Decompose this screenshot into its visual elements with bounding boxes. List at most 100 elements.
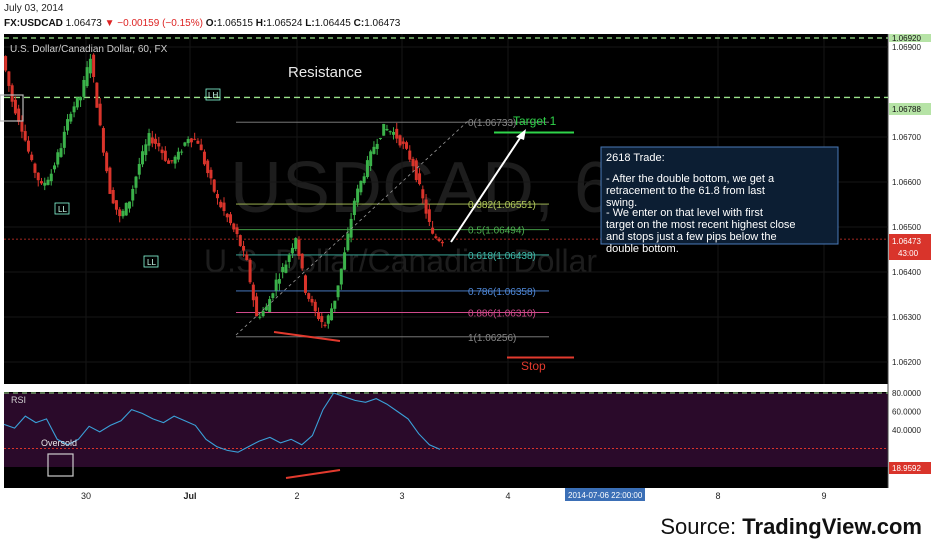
candle-body <box>343 252 347 270</box>
candle-body <box>437 238 441 242</box>
candle-body <box>317 312 321 320</box>
swing-box-ll-2 <box>143 255 159 268</box>
swing-label-ll-2: LL <box>147 258 156 267</box>
candle-body <box>349 218 353 238</box>
candle-body <box>346 233 350 251</box>
low-value: 1.06445 <box>314 18 351 29</box>
candle-body <box>157 142 161 147</box>
double-bottom-line <box>273 331 341 342</box>
fib-label-0: 0(1.06733) <box>468 118 516 129</box>
candle-body <box>242 245 246 251</box>
resistance-label: Resistance <box>288 64 362 81</box>
candle-body <box>320 316 324 323</box>
candle-body <box>215 193 219 199</box>
candle-body <box>411 158 415 167</box>
candle-body <box>418 173 422 185</box>
candle-body <box>154 138 158 144</box>
current-price-tag <box>889 234 931 260</box>
candle-body <box>391 131 395 135</box>
rsi-indicator: 80.0000 60.0000 40.0000 <box>3 389 921 453</box>
candle-body <box>323 324 327 327</box>
candle-body <box>362 176 366 183</box>
candle-body <box>229 214 233 224</box>
candle-body <box>378 137 382 139</box>
fib-label-0.886: 0.886(1.06310) <box>468 309 536 320</box>
time-axis <box>4 488 888 504</box>
candle-body <box>238 235 242 246</box>
open-label: O: <box>205 18 217 29</box>
candle-body <box>222 202 226 212</box>
candle-body <box>336 285 340 298</box>
candle-body <box>307 293 311 299</box>
close-value: 1.06473 <box>364 18 401 29</box>
note-paragraph-1: - After the double bottom, we get a retra… <box>606 173 775 209</box>
time-cursor-tag <box>565 488 645 501</box>
quote-line: FX:USDCAD 1.06473 ▼ −0.00159 (−0.15%) O:… <box>4 18 400 29</box>
candle-body <box>114 200 118 210</box>
oversold-label: Oversold <box>41 438 77 448</box>
candle-body <box>398 135 402 146</box>
candle-body <box>36 172 40 181</box>
trade-note <box>600 146 839 245</box>
rsi-line <box>3 392 441 453</box>
candle-body <box>369 151 373 167</box>
candle-body <box>4 56 8 71</box>
top-price: 1.06920 <box>892 34 921 43</box>
rsi-divergence-line <box>285 469 341 479</box>
candle-body <box>98 103 102 126</box>
rsi-band <box>4 393 888 467</box>
candle-body <box>186 139 190 144</box>
candle-body <box>356 188 360 203</box>
candle-body <box>274 279 278 291</box>
candle-body <box>20 121 24 132</box>
symbol[interactable]: FX:USDCAD <box>4 18 63 29</box>
watermark-name: U.S. Dollar/Canadian Dollar <box>204 243 597 279</box>
arrow-head-icon <box>516 129 526 140</box>
x-tick-label: Jul <box>183 491 196 501</box>
candle-body <box>150 137 154 144</box>
y-axis-labels: 1.06200 1.06300 1.06400 1.06500 1.06600 1.067… <box>892 43 921 367</box>
fib-label-0.5: 0.5(1.06494) <box>468 226 525 237</box>
rsi-value: 18.9592 <box>892 464 921 473</box>
candle-body <box>258 316 262 318</box>
candle-body <box>313 301 317 312</box>
candle-body <box>144 144 148 156</box>
candle-body <box>46 179 50 185</box>
high-label: H: <box>255 18 267 29</box>
candle-body <box>173 156 177 164</box>
swing-box-ll-1 <box>54 202 70 215</box>
candle-body <box>414 160 418 181</box>
candle-body <box>297 239 301 256</box>
candle-body <box>395 128 399 139</box>
high-value: 1.06524 <box>266 18 303 29</box>
candle-body <box>294 238 298 249</box>
candle-body <box>163 150 167 161</box>
candle-body <box>330 308 334 321</box>
candle-body <box>23 131 27 141</box>
open-value: 1.06515 <box>216 18 253 29</box>
candle-body <box>88 58 92 74</box>
y-tick-label: 1.06300 <box>892 313 921 322</box>
candle-body <box>17 108 21 122</box>
candle-body <box>245 254 249 261</box>
time-cursor: 2014-07-06 22:00:00 <box>568 491 643 500</box>
candle-body <box>382 123 386 136</box>
candle-body <box>424 199 428 214</box>
candle-body <box>300 253 304 269</box>
candle-body <box>160 149 164 154</box>
rsi-label: RSI <box>11 395 26 405</box>
candle-body <box>264 306 268 311</box>
candle-body <box>219 201 223 208</box>
candle-body <box>134 176 138 188</box>
bar-countdown: 43:00 <box>898 249 919 258</box>
x-tick-label: 4 <box>505 491 510 501</box>
target-label: Target 1 <box>513 114 557 128</box>
candle-body <box>30 154 34 161</box>
candle-body <box>111 189 115 204</box>
candle-body <box>7 71 11 86</box>
current-price: 1.06473 <box>892 237 921 246</box>
x-tick-label: 2 <box>294 491 299 501</box>
candle-body <box>352 200 356 216</box>
price-chart[interactable]: USDCAD, 60 U.S. Dollar/Canadian Dollar 0… <box>0 34 932 510</box>
candle-body <box>372 146 376 154</box>
